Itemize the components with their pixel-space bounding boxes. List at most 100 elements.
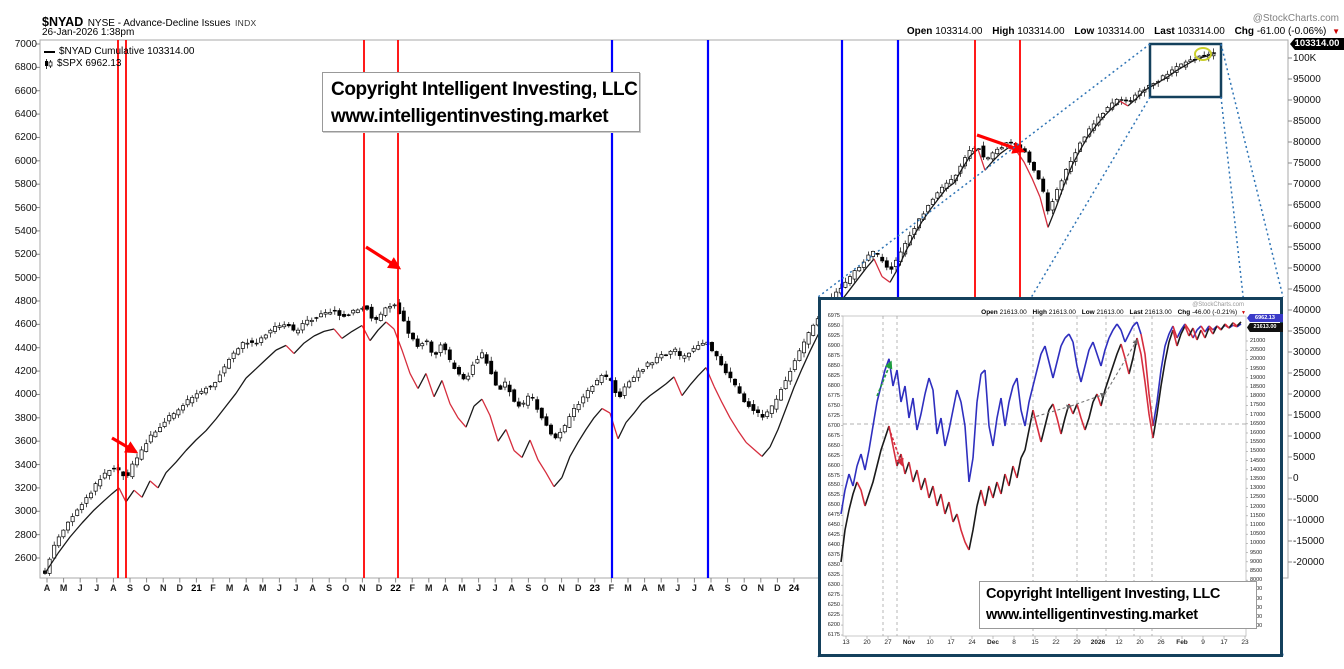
main-left-tick: 5000 — [14, 272, 37, 284]
chg-down-triangle-icon[interactable]: ▼ — [1332, 27, 1340, 36]
main-left-tick: 5200 — [14, 249, 37, 261]
copyright-box: Copyright Intelligent Investing, LLC www… — [322, 72, 640, 132]
high-label: High — [992, 26, 1015, 37]
inset-left-tick: 6375 — [827, 552, 840, 559]
main-left-tick: 6400 — [14, 109, 37, 121]
main-x-tick: S — [525, 583, 532, 593]
main-left-tick: 3400 — [14, 459, 37, 471]
inset-x-tick: 29 — [1073, 639, 1081, 646]
main-x-tick: A — [309, 583, 316, 593]
main-right-tick: 45000 — [1293, 284, 1321, 295]
chg-label: Chg — [1234, 26, 1255, 37]
inset-right-tick: 14000 — [1250, 466, 1266, 473]
main-x-tick: J — [94, 583, 100, 593]
inset-left-tick: 6525 — [827, 492, 840, 499]
main-x-tick: M — [59, 583, 68, 593]
main-x-tick: 23 — [589, 583, 601, 594]
main-x-tick: S — [326, 583, 333, 593]
inset-right-tick: 13500 — [1250, 476, 1266, 482]
exchange-suffix: INDX — [234, 18, 257, 28]
main-x-tick: D — [774, 583, 781, 593]
main-x-tick: 22 — [390, 583, 401, 594]
inset-chg-down-triangle-icon[interactable]: ▼ — [1241, 310, 1246, 316]
inset-left-tick: 6475 — [827, 512, 840, 519]
inset-x-tick: 22 — [1052, 639, 1060, 646]
main-left-tick: 7000 — [14, 39, 37, 50]
main-x-tick: A — [442, 583, 449, 593]
inset-x-tick: 2026 — [1090, 639, 1106, 646]
inset-last-value: 21613.00 — [1144, 309, 1172, 316]
inset-x-tick: 20 — [863, 639, 871, 646]
inset-right-tick: 18500 — [1250, 384, 1266, 390]
main-x-tick: J — [476, 583, 482, 593]
inset-left-tick: 6575 — [827, 472, 840, 479]
inset-right-tick: 14500 — [1250, 457, 1266, 464]
main-right-tick: 10000 — [1293, 431, 1321, 442]
main-left-tick: 3200 — [14, 482, 37, 494]
chg-value: -61.00 (-0.06%) — [1256, 26, 1327, 37]
main-right-tick: 30000 — [1293, 347, 1321, 358]
main-right-tick: 85000 — [1293, 116, 1321, 127]
main-x-tick: J — [691, 583, 697, 593]
main-x-tick: M — [225, 583, 234, 593]
inset-right-tick: 12500 — [1250, 494, 1266, 501]
main-x-tick: D — [176, 583, 184, 593]
inset-chg-label: Chg — [1177, 309, 1191, 316]
inset-x-tick: Dec — [987, 639, 999, 646]
inset-x-tick: 17 — [947, 639, 955, 646]
main-right-tick: 0 — [1293, 473, 1299, 484]
main-x-tick: M — [259, 583, 267, 593]
symbol-label: $NYAD — [42, 15, 84, 29]
inset-left-tick: 6600 — [827, 462, 840, 469]
main-x-tick: A — [242, 583, 250, 593]
main-x-tick: S — [724, 583, 731, 593]
main-x-tick: A — [641, 583, 648, 593]
inset-x-tick: 12 — [1115, 639, 1123, 646]
main-right-tick: -20000 — [1293, 557, 1325, 568]
inset-right-tick: 21000 — [1250, 338, 1266, 344]
main-x-tick: A — [508, 583, 516, 593]
main-x-tick: 21 — [191, 583, 202, 594]
main-x-tick: N — [558, 583, 565, 593]
inset-left-tick: 6775 — [827, 392, 840, 399]
main-left-tick: 3800 — [14, 412, 37, 424]
inset-left-tick: 6225 — [827, 612, 840, 619]
legend-spx-label: $SPX 6962.13 — [57, 58, 122, 69]
inset-right-tick: 8500 — [1250, 568, 1263, 574]
inset-left-tick: 6975 — [827, 313, 840, 319]
main-x-tick: N — [757, 583, 765, 593]
inset-x-tick: 20 — [1136, 639, 1144, 646]
main-x-tick: D — [375, 583, 383, 593]
inset-right-tick: 17500 — [1250, 402, 1266, 409]
inset-nyad-price-tag: 21613.00 — [1247, 323, 1283, 332]
main-right-tick: 35000 — [1293, 326, 1321, 337]
inset-x-tick: 23 — [1241, 639, 1249, 646]
legend-nyad: $NYAD Cumulative 103314.00 — [44, 46, 194, 58]
inset-right-tick: 9000 — [1250, 558, 1263, 565]
main-x-tick: S — [126, 583, 133, 593]
legend-nyad-label: $NYAD Cumulative 103314.00 — [59, 46, 195, 57]
main-right-tick: 65000 — [1293, 200, 1321, 211]
main-right-tick: 90000 — [1293, 95, 1321, 106]
main-right-tick: -15000 — [1293, 536, 1325, 547]
inset-left-tick: 6950 — [827, 322, 840, 329]
inset-open-label: Open — [981, 309, 998, 316]
main-x-tick: J — [77, 583, 83, 593]
main-left-tick: 6600 — [14, 85, 37, 97]
main-x-tick: N — [359, 583, 366, 593]
main-left-tick: 5600 — [14, 202, 37, 214]
inset-left-tick: 6675 — [827, 432, 840, 439]
main-left-tick: 3600 — [14, 436, 37, 448]
last-value: 103314.00 — [1177, 26, 1225, 37]
main-left-tick: 4600 — [14, 319, 37, 331]
main-x-tick: J — [276, 583, 282, 593]
legend-spx: $SPX 6962.13 — [44, 58, 194, 70]
inset-left-tick: 6300 — [827, 582, 840, 589]
inset-x-tick: 27 — [884, 639, 892, 646]
inset-left-tick: 6450 — [827, 522, 840, 529]
main-left-tick: 4000 — [14, 389, 37, 401]
inset-right-tick: 12000 — [1250, 503, 1266, 510]
symbol-name: NYSE - Advance-Decline Issues — [87, 18, 231, 29]
main-right-tick: 25000 — [1293, 368, 1321, 379]
